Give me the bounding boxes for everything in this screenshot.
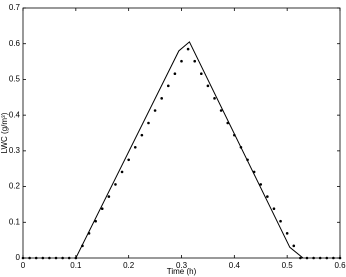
plot-frame bbox=[22, 7, 341, 259]
scatter-point bbox=[61, 256, 64, 260]
x-tick-label: 0.5 bbox=[282, 261, 294, 270]
scatter-point bbox=[246, 158, 249, 162]
x-tick-label: 0.1 bbox=[70, 261, 82, 270]
scatter-point bbox=[21, 256, 25, 260]
scatter-point bbox=[34, 256, 38, 260]
scatter-point bbox=[299, 256, 302, 260]
scatter-point bbox=[239, 145, 243, 149]
y-axis-label: LWC (g/m³) bbox=[0, 112, 9, 153]
scatter-point bbox=[186, 47, 190, 51]
scatter-point bbox=[272, 207, 276, 211]
y-tick-label: 0.7 bbox=[9, 3, 21, 12]
x-tick-label: 0 bbox=[21, 261, 26, 270]
scatter-point bbox=[233, 133, 236, 137]
scatter-point bbox=[318, 256, 322, 260]
scatter-point bbox=[28, 256, 31, 260]
y-tick-label: 0.2 bbox=[9, 182, 21, 191]
scatter-point bbox=[127, 158, 130, 162]
y-tick-label: 0.6 bbox=[9, 39, 21, 48]
scatter-point bbox=[292, 244, 296, 248]
scatter-point bbox=[213, 97, 216, 100]
line-series bbox=[75, 41, 304, 259]
scatter-point bbox=[193, 59, 197, 63]
scatter-point bbox=[54, 256, 58, 260]
scatter-point bbox=[114, 183, 117, 186]
scatter-point bbox=[147, 121, 150, 125]
scatter-point bbox=[74, 256, 78, 260]
scatter-point bbox=[100, 207, 104, 211]
y-tick-label: 0.1 bbox=[9, 217, 21, 226]
x-tick-label: 0.4 bbox=[229, 261, 241, 270]
x-tick-label: 0.2 bbox=[123, 261, 135, 270]
scatter-point bbox=[219, 109, 223, 112]
scatter-point bbox=[173, 72, 177, 76]
y-tick-label: 0.3 bbox=[9, 146, 21, 155]
y-tick-label: 0.5 bbox=[9, 75, 21, 84]
scatter-point bbox=[266, 195, 269, 198]
scatter-point bbox=[285, 232, 289, 235]
scatter-point bbox=[206, 84, 210, 88]
scatter-point bbox=[226, 121, 230, 125]
scatter-point bbox=[107, 195, 111, 198]
scatter-point bbox=[140, 133, 144, 137]
scatter-point bbox=[338, 256, 342, 260]
scatter-point bbox=[67, 256, 71, 260]
x-axis-label: Time (h) bbox=[167, 267, 197, 276]
scatter-point bbox=[48, 256, 51, 260]
x-tick-label: 0.3 bbox=[176, 261, 188, 270]
scatter-point bbox=[166, 84, 170, 88]
scatter-point bbox=[180, 59, 183, 63]
scatter-point bbox=[332, 256, 335, 260]
scatter-point bbox=[160, 97, 163, 100]
scatter-point bbox=[153, 109, 157, 112]
scatter-point bbox=[325, 256, 329, 260]
scatter-point bbox=[81, 244, 84, 248]
scatter-point bbox=[252, 170, 256, 174]
scatter-point bbox=[133, 145, 137, 149]
scatter-point bbox=[94, 219, 97, 223]
scatter-point bbox=[120, 170, 124, 174]
scatter-point bbox=[41, 256, 45, 260]
scatter-point bbox=[200, 72, 203, 76]
x-tick-label: 0.6 bbox=[334, 261, 346, 270]
scatter-point bbox=[305, 256, 309, 260]
y-tick-label: 0 bbox=[16, 253, 21, 262]
scatter-point bbox=[87, 232, 91, 235]
scatter-point bbox=[279, 219, 282, 223]
scatter-point bbox=[259, 183, 263, 186]
scatter-point bbox=[312, 256, 315, 260]
y-tick-label: 0.4 bbox=[9, 110, 21, 119]
